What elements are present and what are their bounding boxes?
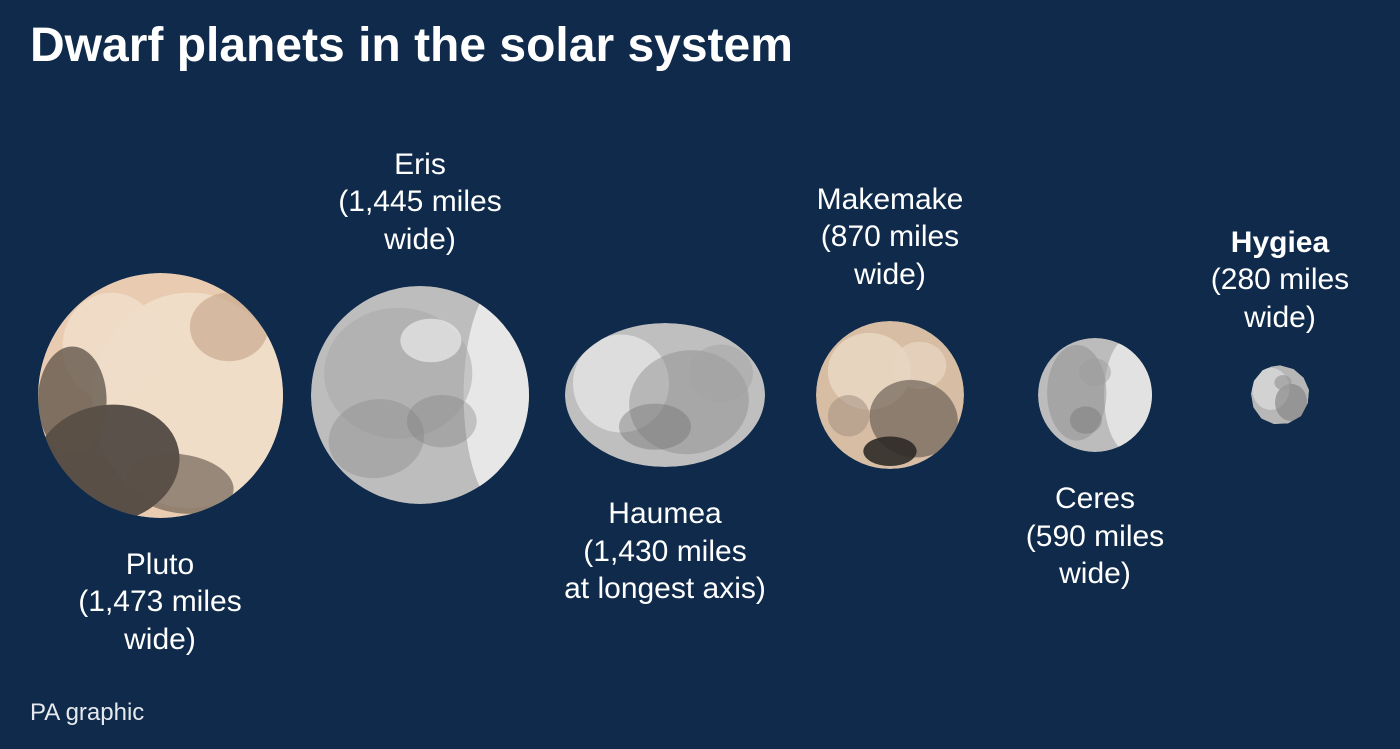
planet-name-pluto: Pluto <box>126 548 194 581</box>
planet-label-eris: Eris (1,445 miles wide) <box>338 146 501 259</box>
eris-icon <box>311 286 529 504</box>
planet-caption-ceres: (590 miles wide) <box>1026 520 1164 591</box>
planet-name-hygiea: Hygiea <box>1231 226 1329 259</box>
makemake-icon <box>816 321 964 469</box>
planet-label-pluto: Pluto (1,473 miles wide) <box>78 546 241 659</box>
page-title: Dwarf planets in the solar system <box>30 18 793 73</box>
planet-name-makemake: Makemake <box>817 183 964 216</box>
planet-caption-hygiea: (280 miles wide) <box>1211 263 1349 334</box>
pluto-icon <box>38 273 283 518</box>
planet-pluto: Pluto (1,473 miles wide) <box>38 273 283 659</box>
planet-hygiea: Hygiea (280 miles wide) <box>1170 224 1390 427</box>
planet-label-hygiea: Hygiea (280 miles wide) <box>1211 224 1349 337</box>
ceres-icon <box>1038 338 1152 452</box>
planet-label-haumea: Haumea (1,430 miles at longest axis) <box>564 495 766 608</box>
planet-haumea: Haumea (1,430 miles at longest axis) <box>555 323 775 608</box>
planet-caption-haumea: (1,430 miles at longest axis) <box>564 535 766 606</box>
planet-label-ceres: Ceres (590 miles wide) <box>1026 480 1164 593</box>
planet-name-haumea: Haumea <box>608 497 721 530</box>
planet-eris: Eris (1,445 miles wide) <box>310 146 530 505</box>
planet-name-eris: Eris <box>394 148 446 181</box>
planet-caption-pluto: (1,473 miles wide) <box>78 585 241 656</box>
planet-name-ceres: Ceres <box>1055 482 1135 515</box>
planet-caption-eris: (1,445 miles wide) <box>338 185 501 256</box>
planet-label-makemake: Makemake (870 miles wide) <box>817 181 964 294</box>
planet-makemake: Makemake (870 miles wide) <box>780 181 1000 470</box>
hygiea-icon <box>1249 364 1311 426</box>
haumea-icon <box>565 323 765 467</box>
credit-line: PA graphic <box>30 699 144 727</box>
planet-caption-makemake: (870 miles wide) <box>821 220 959 291</box>
